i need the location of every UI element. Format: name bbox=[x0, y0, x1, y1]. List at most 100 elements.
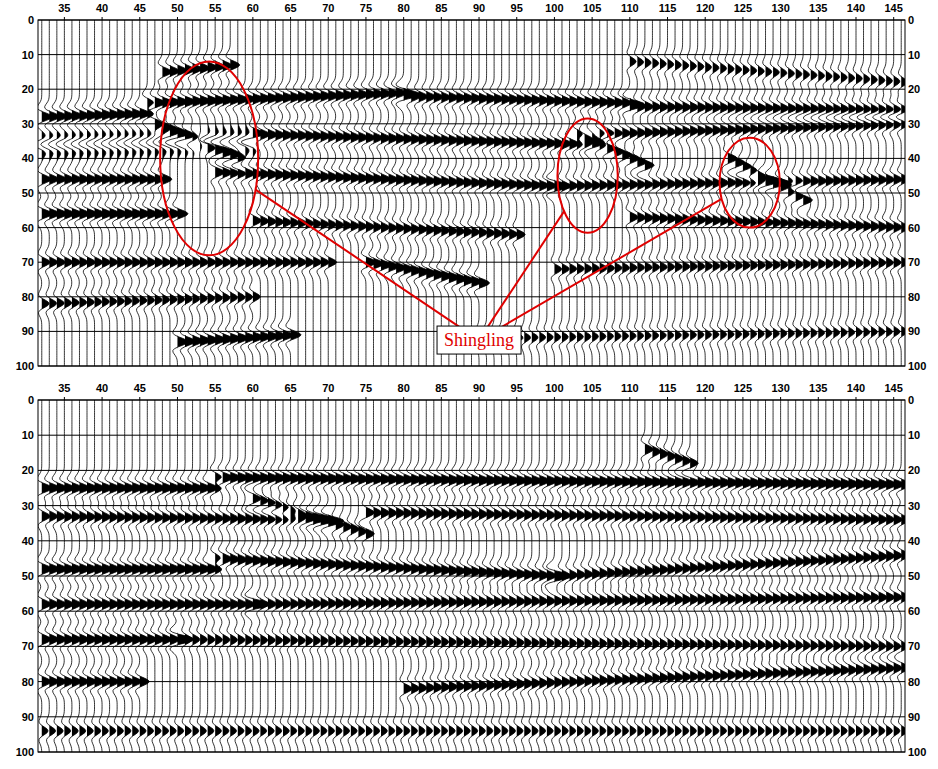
x-tick-label: 100 bbox=[545, 2, 563, 14]
x-tick bbox=[290, 397, 291, 400]
x-tick-label: 120 bbox=[696, 382, 714, 394]
y-tick-label: 60 bbox=[22, 605, 34, 617]
x-tick-label: 70 bbox=[322, 2, 334, 14]
x-tick bbox=[705, 397, 706, 400]
x-tick bbox=[705, 17, 706, 20]
annotation-leader bbox=[479, 211, 564, 340]
x-tick bbox=[365, 17, 366, 20]
y-tick-label-right: 90 bbox=[908, 711, 920, 723]
x-tick-label: 85 bbox=[435, 2, 447, 14]
x-tick-label: 70 bbox=[322, 382, 334, 394]
x-tick-label: 45 bbox=[134, 382, 146, 394]
x-tick-label: 75 bbox=[360, 2, 372, 14]
x-tick bbox=[177, 397, 178, 400]
x-tick-label: 60 bbox=[247, 382, 259, 394]
x-tick-label: 130 bbox=[771, 2, 789, 14]
annotation-lines bbox=[256, 190, 722, 340]
annotation-ellipse bbox=[160, 62, 258, 256]
y-tick-label-right: 90 bbox=[908, 325, 920, 337]
x-tick bbox=[479, 397, 480, 400]
y-tick-label: 60 bbox=[22, 222, 34, 234]
x-tick-label: 85 bbox=[435, 382, 447, 394]
annotation-leader bbox=[256, 190, 480, 340]
x-tick bbox=[818, 397, 819, 400]
y-tick-label: 20 bbox=[22, 83, 34, 95]
grid-line bbox=[38, 227, 905, 228]
x-tick-label: 45 bbox=[134, 2, 146, 14]
panel: 3540455055606570758085909510010511011512… bbox=[16, 382, 927, 758]
x-tick bbox=[780, 397, 781, 400]
y-tick-label-right: 100 bbox=[908, 360, 926, 372]
y-tick-label: 100 bbox=[16, 360, 34, 372]
y-tick-label-right: 60 bbox=[908, 605, 920, 617]
y-tick-label: 100 bbox=[16, 746, 34, 758]
x-tick bbox=[818, 17, 819, 20]
x-tick bbox=[64, 397, 65, 400]
x-tick-label: 90 bbox=[473, 2, 485, 14]
x-tick-label: 55 bbox=[209, 2, 221, 14]
y-tick-label-right: 30 bbox=[908, 500, 920, 512]
x-tick-label: 145 bbox=[885, 2, 903, 14]
x-tick bbox=[328, 17, 329, 20]
x-tick-label: 145 bbox=[885, 382, 903, 394]
annotation-ellipse bbox=[720, 138, 780, 228]
x-tick bbox=[554, 397, 555, 400]
x-tick-label: 60 bbox=[247, 2, 259, 14]
x-tick-label: 125 bbox=[734, 382, 752, 394]
x-tick bbox=[403, 17, 404, 20]
y-tick-label-right: 60 bbox=[908, 222, 920, 234]
y-tick-label-right: 10 bbox=[908, 429, 920, 441]
y-tick-label: 0 bbox=[28, 394, 34, 406]
x-tick-label: 50 bbox=[171, 382, 183, 394]
grid-line bbox=[38, 505, 905, 506]
grid-line bbox=[38, 470, 905, 471]
x-tick bbox=[441, 17, 442, 20]
y-tick-label: 90 bbox=[22, 325, 34, 337]
x-tick-label: 120 bbox=[696, 2, 714, 14]
annotation: Shingling bbox=[160, 62, 780, 355]
x-tick bbox=[365, 397, 366, 400]
y-tick-label: 20 bbox=[22, 464, 34, 476]
y-tick-label: 0 bbox=[28, 14, 34, 26]
x-tick bbox=[780, 17, 781, 20]
y-tick-label-right: 20 bbox=[908, 83, 920, 95]
x-tick bbox=[102, 397, 103, 400]
x-tick-label: 50 bbox=[171, 2, 183, 14]
y-tick-label: 40 bbox=[22, 152, 34, 164]
y-tick-label-right: 70 bbox=[908, 256, 920, 268]
grid-line bbox=[38, 681, 905, 682]
y-tick-label: 90 bbox=[22, 711, 34, 723]
y-tick-label: 50 bbox=[22, 187, 34, 199]
grid-line bbox=[38, 123, 905, 124]
x-tick bbox=[629, 397, 630, 400]
x-tick-label: 90 bbox=[473, 382, 485, 394]
x-tick-label: 40 bbox=[96, 2, 108, 14]
x-tick-label: 35 bbox=[58, 382, 70, 394]
y-tick-label: 80 bbox=[22, 291, 34, 303]
x-tick-label: 115 bbox=[659, 382, 677, 394]
y-tick-label-right: 100 bbox=[908, 746, 926, 758]
x-tick bbox=[290, 17, 291, 20]
y-tick-label-right: 40 bbox=[908, 535, 920, 547]
y-tick-label-right: 30 bbox=[908, 118, 920, 130]
x-tick bbox=[629, 17, 630, 20]
x-tick-label: 65 bbox=[284, 382, 296, 394]
y-tick-label-right: 50 bbox=[908, 570, 920, 582]
x-tick bbox=[855, 397, 856, 400]
frame bbox=[38, 20, 905, 366]
y-tick-label: 30 bbox=[22, 500, 34, 512]
x-tick-label: 135 bbox=[809, 2, 827, 14]
x-tick bbox=[328, 397, 329, 400]
x-tick-label: 55 bbox=[209, 382, 221, 394]
panel: 3540455055606570758085909510010511011512… bbox=[16, 2, 927, 372]
y-tick-label: 70 bbox=[22, 640, 34, 652]
x-tick bbox=[403, 397, 404, 400]
x-tick bbox=[215, 397, 216, 400]
x-tick-label: 115 bbox=[659, 2, 677, 14]
y-tick-label: 10 bbox=[22, 429, 34, 441]
x-tick bbox=[139, 17, 140, 20]
x-tick bbox=[667, 397, 668, 400]
y-tick-label-right: 80 bbox=[908, 291, 920, 303]
x-tick bbox=[479, 17, 480, 20]
y-tick-label: 80 bbox=[22, 676, 34, 688]
